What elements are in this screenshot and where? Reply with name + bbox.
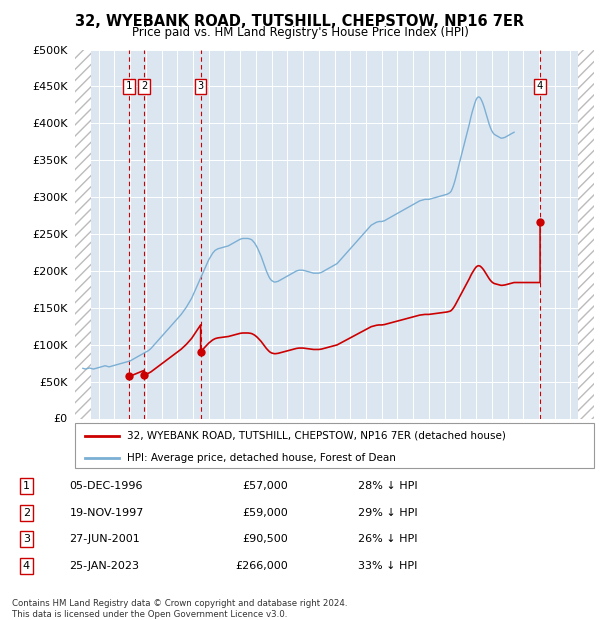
Text: 27-JUN-2001: 27-JUN-2001 bbox=[70, 534, 140, 544]
Text: 28% ↓ HPI: 28% ↓ HPI bbox=[358, 481, 417, 491]
Text: £59,000: £59,000 bbox=[243, 508, 289, 518]
Text: 2: 2 bbox=[141, 81, 147, 92]
Text: 3: 3 bbox=[197, 81, 204, 92]
FancyBboxPatch shape bbox=[75, 423, 594, 468]
Text: 05-DEC-1996: 05-DEC-1996 bbox=[70, 481, 143, 491]
Text: 29% ↓ HPI: 29% ↓ HPI bbox=[358, 508, 417, 518]
Text: £90,500: £90,500 bbox=[243, 534, 289, 544]
Text: £57,000: £57,000 bbox=[243, 481, 289, 491]
Text: 2: 2 bbox=[23, 508, 30, 518]
Text: 19-NOV-1997: 19-NOV-1997 bbox=[70, 508, 144, 518]
Text: Contains HM Land Registry data © Crown copyright and database right 2024.
This d: Contains HM Land Registry data © Crown c… bbox=[12, 600, 347, 619]
Text: Price paid vs. HM Land Registry's House Price Index (HPI): Price paid vs. HM Land Registry's House … bbox=[131, 26, 469, 39]
Text: 4: 4 bbox=[23, 561, 30, 571]
Text: 32, WYEBANK ROAD, TUTSHILL, CHEPSTOW, NP16 7ER (detached house): 32, WYEBANK ROAD, TUTSHILL, CHEPSTOW, NP… bbox=[127, 430, 506, 441]
Text: £266,000: £266,000 bbox=[236, 561, 289, 571]
Text: 32, WYEBANK ROAD, TUTSHILL, CHEPSTOW, NP16 7ER: 32, WYEBANK ROAD, TUTSHILL, CHEPSTOW, NP… bbox=[76, 14, 524, 29]
Text: 3: 3 bbox=[23, 534, 30, 544]
Text: 25-JAN-2023: 25-JAN-2023 bbox=[70, 561, 140, 571]
Text: 4: 4 bbox=[537, 81, 543, 92]
Text: 1: 1 bbox=[125, 81, 132, 92]
Text: 26% ↓ HPI: 26% ↓ HPI bbox=[358, 534, 417, 544]
Text: HPI: Average price, detached house, Forest of Dean: HPI: Average price, detached house, Fore… bbox=[127, 453, 396, 463]
Text: 1: 1 bbox=[23, 481, 30, 491]
Text: 33% ↓ HPI: 33% ↓ HPI bbox=[358, 561, 417, 571]
Bar bbox=[75, 50, 91, 419]
Bar bbox=[578, 50, 594, 419]
